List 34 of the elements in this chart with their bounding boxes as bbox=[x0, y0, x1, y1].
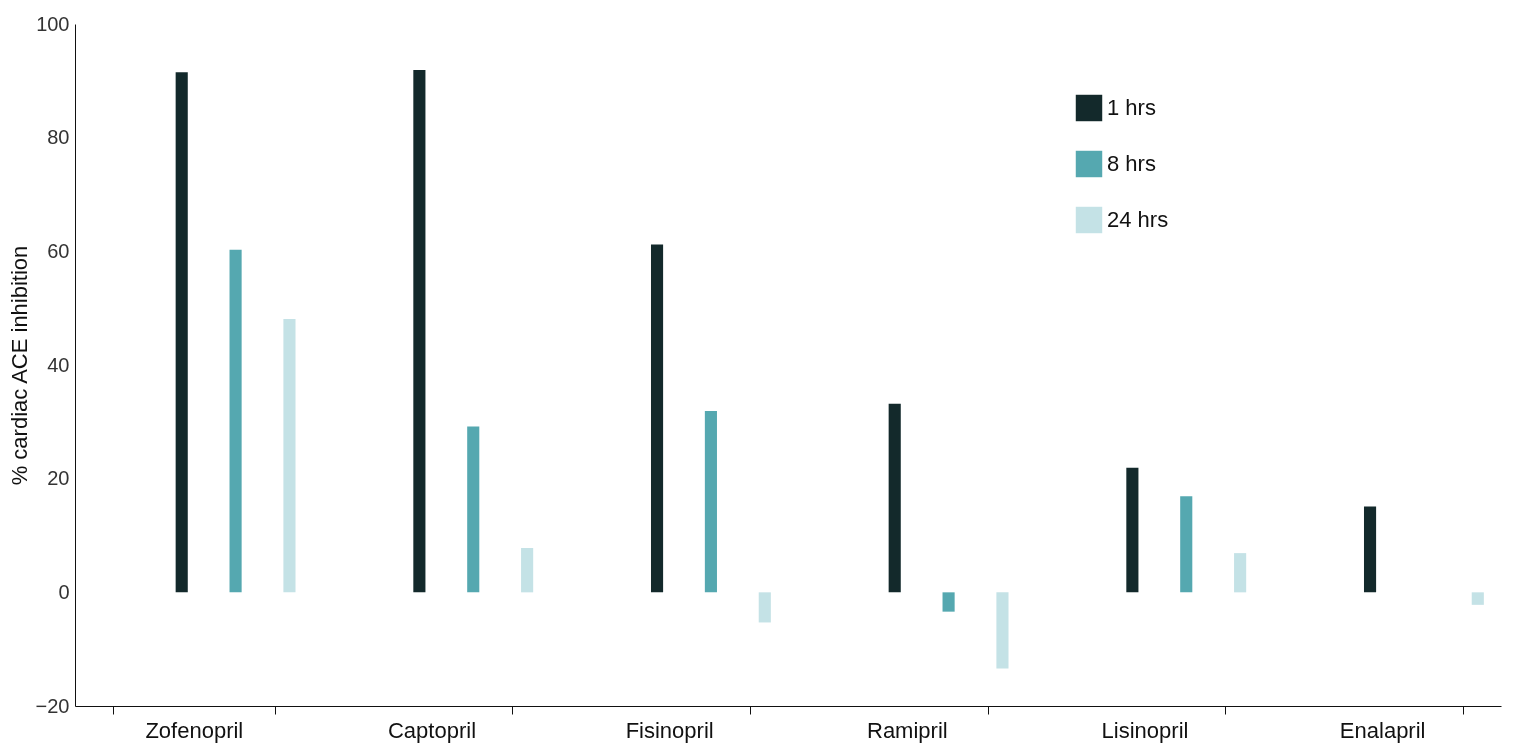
bar bbox=[704, 411, 717, 593]
bar bbox=[942, 592, 955, 612]
x-tick-label: Captopril bbox=[387, 717, 477, 743]
legend-label: 1 hrs bbox=[1107, 95, 1156, 120]
bar bbox=[413, 70, 426, 593]
y-tick-label: 0 bbox=[58, 580, 70, 603]
y-axis-title: % cardiac ACE inhibition bbox=[6, 245, 32, 486]
bar bbox=[650, 244, 664, 593]
y-tick-label: 80 bbox=[47, 126, 70, 149]
bar bbox=[1180, 496, 1193, 593]
bar bbox=[467, 426, 480, 593]
x-tick-label: Zofenopril bbox=[145, 717, 244, 743]
bar bbox=[758, 592, 771, 623]
legend-label: 24 hrs bbox=[1107, 207, 1169, 232]
y-tick-label: 40 bbox=[47, 353, 70, 376]
legend-label: 8 hrs bbox=[1107, 151, 1156, 176]
bar bbox=[175, 72, 188, 593]
y-tick-label: 60 bbox=[47, 239, 70, 262]
bar bbox=[888, 403, 901, 593]
bar bbox=[521, 548, 534, 593]
x-tick-label: Lisinopril bbox=[1101, 717, 1189, 743]
bar bbox=[1234, 553, 1247, 593]
bar bbox=[1126, 467, 1139, 593]
x-tick-label: Ramipril bbox=[866, 717, 948, 743]
bar bbox=[1471, 592, 1484, 605]
bar bbox=[229, 249, 242, 593]
bar bbox=[996, 592, 1009, 669]
y-tick-label: 20 bbox=[47, 467, 70, 490]
bar bbox=[1363, 506, 1377, 593]
bar bbox=[283, 318, 296, 593]
y-tick-label: 100 bbox=[36, 12, 70, 35]
y-tick-label: −20 bbox=[35, 694, 70, 717]
x-tick-label: Enalapril bbox=[1339, 717, 1426, 743]
x-tick-label: Fisinopril bbox=[625, 717, 714, 743]
